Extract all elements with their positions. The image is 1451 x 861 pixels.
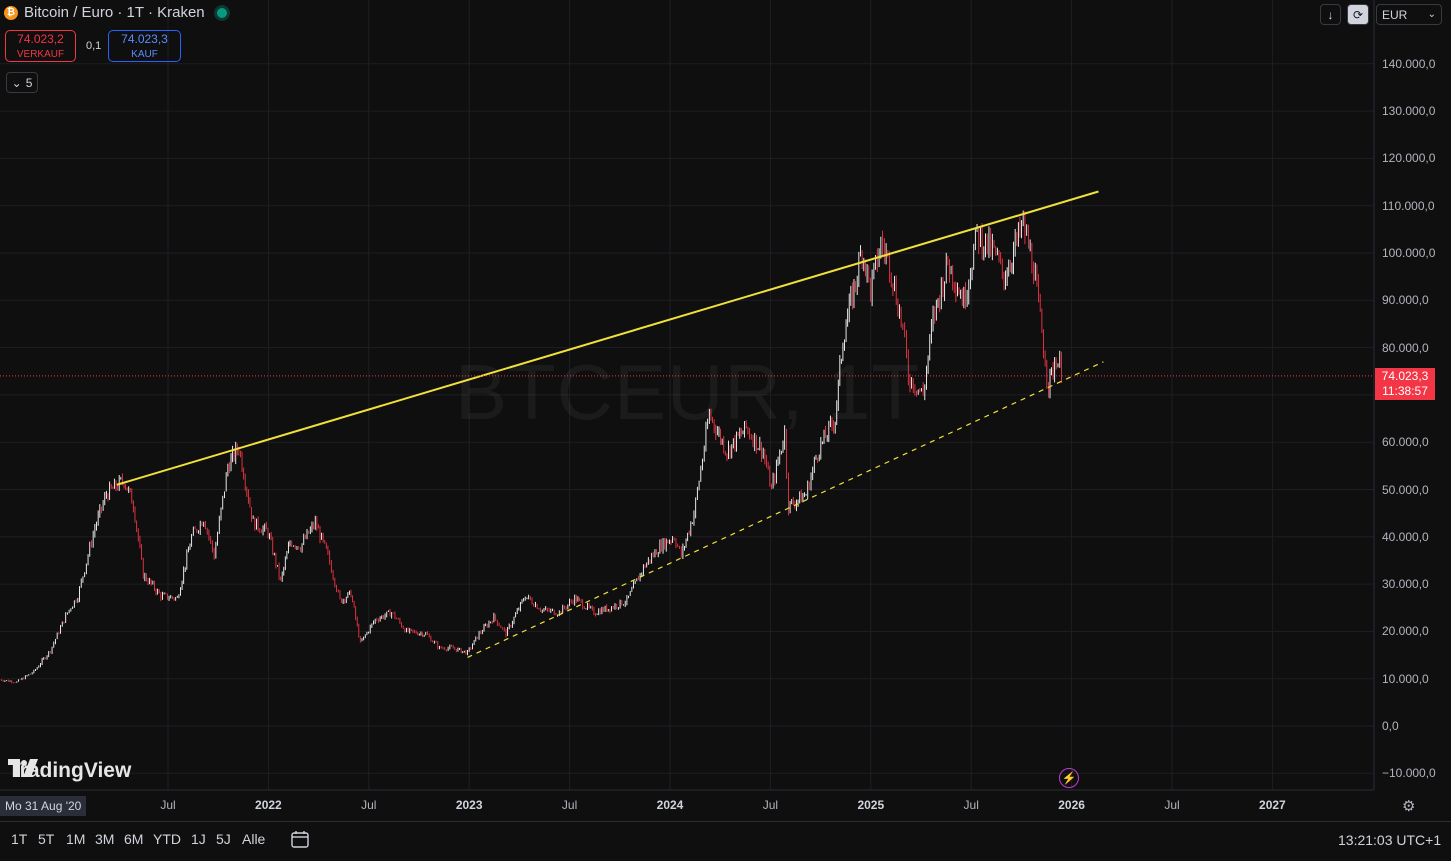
- brand-name: TradingView: [8, 759, 132, 782]
- symbol-title[interactable]: Bitcoin / Euro · 1T · Kraken: [24, 4, 205, 21]
- price-axis-label: 60.000,0: [1382, 435, 1429, 450]
- current-price-tag: 74.023,3 11:38:57: [1375, 368, 1435, 400]
- time-axis-label: Jul: [1164, 798, 1180, 812]
- indicators-count: 5: [25, 75, 33, 90]
- price-axis-label: 80.000,0: [1382, 340, 1429, 355]
- time-axis-label: 2027: [1259, 798, 1286, 812]
- buy-label: KAUF: [131, 49, 158, 60]
- price-axis-label: 110.000,0: [1382, 198, 1435, 213]
- tradingview-logo[interactable]: TradingView: [8, 759, 131, 783]
- utc-clock[interactable]: 13:21:03 UTC+1: [1338, 832, 1442, 848]
- time-axis-label: 2026: [1058, 798, 1085, 812]
- download-button[interactable]: ↓: [1320, 4, 1341, 25]
- refresh-icon: ⟳: [1352, 7, 1364, 22]
- gear-icon[interactable]: ⚙: [1402, 798, 1416, 815]
- time-axis-label: Jul: [160, 798, 176, 812]
- bottom-toolbar: [0, 821, 1451, 861]
- price-axis-label: 40.000,0: [1382, 529, 1429, 544]
- price-axis-label: 0,0: [1382, 719, 1399, 733]
- chart-header: ₿ Bitcoin / Euro · 1T · Kraken: [4, 4, 227, 21]
- time-axis-label: 2022: [255, 798, 282, 812]
- range-button-5t[interactable]: 5T: [38, 831, 55, 847]
- sell-label: VERKAUF: [16, 49, 65, 60]
- price-axis-label: 30.000,0: [1382, 577, 1429, 592]
- currency-select[interactable]: EUR ⌄: [1376, 4, 1442, 25]
- time-axis-label: Jul: [361, 798, 377, 812]
- support-trendline: [467, 361, 1104, 658]
- sell-button[interactable]: 74.023,2 VERKAUF: [5, 30, 76, 62]
- spread-value: 0,1: [86, 40, 102, 52]
- range-button-1j[interactable]: 1J: [191, 831, 206, 847]
- market-open-icon: [216, 7, 227, 18]
- chevron-down-icon: ⌄: [1427, 9, 1436, 20]
- time-axis-label: Jul: [561, 798, 578, 812]
- indicators-toggle[interactable]: ⌄ 5: [6, 72, 38, 93]
- arrow-down-icon: ↓: [1327, 7, 1334, 22]
- crosshair-date: Mo 31 Aug '20: [0, 796, 87, 816]
- price-axis-label: 100.000,0: [1382, 246, 1436, 260]
- range-button-6m[interactable]: 6M: [124, 831, 144, 847]
- currency-value: EUR: [1382, 7, 1408, 22]
- time-axis-label: 2023: [455, 798, 483, 812]
- price-axis-label: 90.000,0: [1382, 293, 1429, 308]
- range-button-ytd[interactable]: YTD: [153, 831, 181, 847]
- buy-price: 74.023,3: [121, 32, 168, 46]
- time-axis-label: Jul: [762, 798, 779, 812]
- tradingview-icon: [8, 759, 38, 777]
- sell-price: 74.023,2: [17, 32, 64, 46]
- time-axis-label: Jul: [963, 798, 979, 812]
- range-button-1t[interactable]: 1T: [11, 831, 28, 847]
- lightning-icon[interactable]: ⚡: [1059, 768, 1079, 788]
- calendar-icon[interactable]: [290, 829, 310, 849]
- price-axis-label: 10.000,0: [1382, 671, 1429, 686]
- range-button-alle[interactable]: Alle: [242, 831, 266, 847]
- current-price-value: 74.023,3: [1381, 369, 1429, 383]
- range-button-1m[interactable]: 1M: [66, 831, 86, 847]
- range-button-5j[interactable]: 5J: [216, 831, 231, 847]
- price-axis-label: 20.000,0: [1382, 624, 1429, 639]
- range-button-3m[interactable]: 3M: [95, 831, 115, 847]
- price-axis-label: 140.000,0: [1382, 56, 1436, 71]
- buy-button[interactable]: 74.023,3 KAUF: [108, 30, 181, 62]
- price-axis-label: 50.000,0: [1382, 482, 1429, 497]
- chevron-down-icon: ⌄: [11, 75, 22, 90]
- bar-countdown: 11:38:57: [1382, 384, 1428, 398]
- sync-button[interactable]: ⟳: [1347, 4, 1369, 25]
- time-axis-label: 2024: [656, 798, 684, 812]
- price-axis-label: 130.000,0: [1382, 104, 1436, 119]
- price-axis-label: 120.000,0: [1382, 151, 1436, 166]
- bitcoin-icon: ₿: [4, 5, 18, 20]
- price-axis-label: −10.000,0: [1382, 766, 1436, 781]
- time-axis-label: 2025: [857, 798, 885, 812]
- resistance-trendline: [116, 190, 1099, 486]
- symbol-watermark: BTCEUR, 1T: [455, 348, 921, 436]
